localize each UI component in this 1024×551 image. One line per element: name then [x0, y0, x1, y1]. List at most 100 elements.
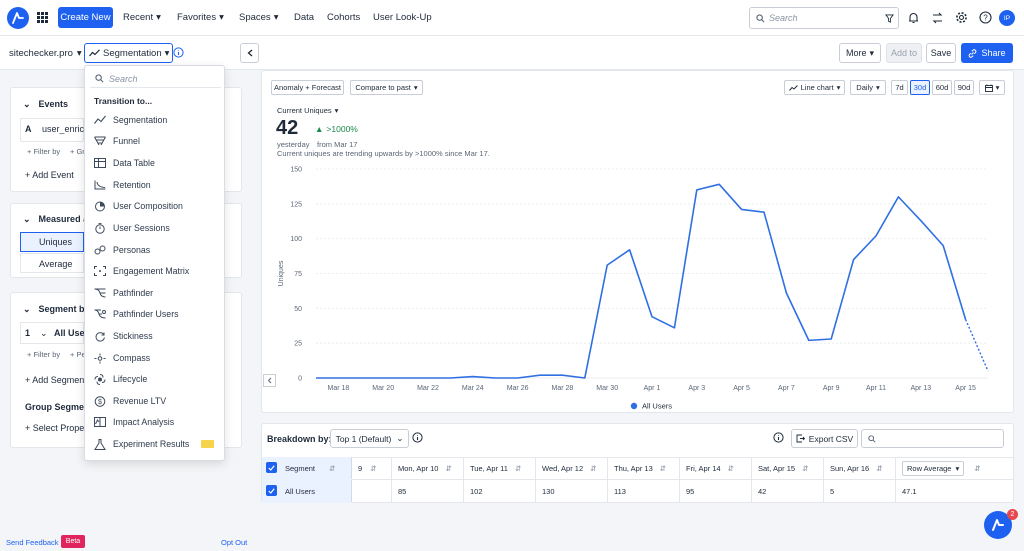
x-tick-label: Mar 30 — [596, 385, 618, 392]
amplitude-logo-icon[interactable] — [7, 7, 29, 29]
sort-icon: ⇵ — [802, 463, 809, 473]
column-header-apr-9[interactable]: 9 ⇵ — [352, 457, 392, 479]
search-icon — [756, 14, 765, 23]
cell-segment: All Users — [279, 480, 352, 502]
menu-item-impact-analysis[interactable]: Impact Analysis — [85, 412, 224, 432]
measure-uniques-option[interactable] — [20, 232, 84, 252]
breakdown-search-input[interactable] — [861, 429, 1004, 448]
metric-selector[interactable]: Current Uniques ▾ — [277, 106, 339, 115]
menu-item-revenue-ltv[interactable]: $ Revenue LTV — [85, 391, 224, 411]
breakdown-selector[interactable]: Top 1 (Default) ⌄ — [330, 429, 409, 448]
range-30d[interactable]: 30d — [910, 80, 930, 95]
compare-to-past-button[interactable]: Compare to past ▾ — [350, 80, 423, 95]
interval-selector[interactable]: Daily ▾ — [850, 80, 886, 95]
share-button[interactable]: Share — [961, 43, 1013, 63]
segment-by-header[interactable]: ⌄ Segment by — [23, 304, 90, 314]
info-icon[interactable] — [773, 432, 784, 443]
performed-link[interactable]: + Pe — [70, 350, 86, 359]
menu-item-personas[interactable]: Personas — [85, 240, 224, 260]
calendar-icon — [984, 84, 993, 92]
save-button[interactable]: Save — [926, 43, 956, 63]
segment-row[interactable] — [20, 322, 84, 344]
anomaly-forecast-button[interactable]: Anomaly + Forecast — [271, 80, 344, 95]
filter-by-link[interactable]: + Filter by — [27, 147, 61, 156]
menu-item-pathfinder-users[interactable]: Pathfinder Users — [85, 304, 224, 324]
select-property-link[interactable]: + Select Proper — [25, 423, 84, 433]
segment-filter-link[interactable]: + Filter by — [27, 350, 61, 359]
info-icon[interactable] — [173, 47, 184, 58]
select-all-checkbox[interactable] — [266, 462, 277, 473]
more-button[interactable]: More ▾ — [839, 43, 881, 63]
collapse-panel-button[interactable] — [240, 43, 259, 63]
chevron-down-icon: ▾ — [875, 83, 880, 92]
metric-change: ▲ >1000% — [315, 124, 358, 134]
export-csv-button[interactable]: Export CSV — [791, 429, 858, 448]
menu-item-lifecycle[interactable]: Lifecycle — [85, 369, 224, 389]
chevron-down-icon[interactable]: ⌄ — [40, 328, 48, 338]
menu-item-data-table[interactable]: Data Table — [85, 153, 224, 173]
event-name[interactable]: user_enrich — [42, 124, 84, 134]
add-segment-link[interactable]: + Add Segment — [25, 375, 84, 385]
column-header-segment[interactable]: Segment ⇵ — [279, 457, 352, 479]
nav-cohorts[interactable]: Cohorts — [327, 12, 361, 23]
column-header-apr-10[interactable]: Mon, Apr 10 ⇵ — [392, 457, 464, 479]
nav-favorites[interactable]: Favorites ▾ — [177, 12, 224, 23]
global-search-input[interactable]: Search — [749, 7, 899, 29]
bell-icon[interactable] — [908, 12, 919, 24]
legend-label: All Users — [642, 402, 672, 411]
nav-spaces[interactable]: Spaces ▾ — [239, 12, 279, 23]
measure-average-option[interactable] — [20, 253, 84, 273]
event-row[interactable] — [20, 118, 84, 142]
chart-kind-selector[interactable]: Line chart ▾ — [784, 80, 845, 95]
menu-item-compass[interactable]: Compass — [85, 348, 224, 368]
column-header-row-average[interactable]: Row Average ▾ ⇵ — [896, 457, 1013, 479]
avatar[interactable]: IP — [999, 10, 1015, 26]
menu-item-stickiness[interactable]: Stickiness — [85, 326, 224, 346]
menu-item-pathfinder[interactable]: Pathfinder — [85, 283, 224, 303]
opt-out-link[interactable]: Opt Out — [221, 538, 248, 547]
menu-item-user-composition[interactable]: User Composition — [85, 196, 224, 216]
info-icon[interactable] — [412, 432, 423, 443]
row-checkbox[interactable] — [266, 485, 277, 496]
switch-icon[interactable] — [932, 12, 943, 24]
column-header-apr-14[interactable]: Fri, Apr 14 ⇵ — [680, 457, 752, 479]
create-new-button[interactable]: Create New — [58, 7, 113, 28]
dropdown-search-input[interactable]: Search — [90, 69, 221, 88]
range-7d[interactable]: 7d — [891, 80, 908, 95]
chevron-down-icon: ⌄ — [23, 214, 31, 224]
column-header-apr-12[interactable]: Wed, Apr 12 ⇵ — [536, 457, 608, 479]
menu-item-segmentation[interactable]: Segmentation — [85, 110, 224, 130]
menu-item-engagement-matrix[interactable]: Engagement Matrix — [85, 261, 224, 281]
nav-data[interactable]: Data — [294, 12, 315, 23]
project-selector[interactable]: sitechecker.pro ▾ — [9, 48, 82, 59]
range-90d[interactable]: 90d — [954, 80, 974, 95]
divider — [262, 457, 1013, 458]
apps-grid-icon[interactable] — [37, 12, 48, 23]
nav-user-lookup[interactable]: User Look-Up — [373, 12, 432, 23]
send-feedback-link[interactable]: Send Feedback — [6, 538, 59, 547]
column-header-apr-11[interactable]: Tue, Apr 11 ⇵ — [464, 457, 536, 479]
date-picker-button[interactable]: ▾ — [979, 80, 1005, 95]
group-by-link[interactable]: + Gr — [70, 147, 85, 156]
cell-apr-11: 102 — [464, 480, 536, 502]
sort-icon: ⇵ — [370, 463, 377, 473]
segment-name[interactable]: All User — [54, 328, 84, 338]
add-event-link[interactable]: + Add Event — [25, 170, 74, 180]
nav-recent[interactable]: Recent ▾ — [123, 12, 161, 23]
column-header-apr-15[interactable]: Sat, Apr 15 ⇵ — [752, 457, 824, 479]
column-header-apr-16[interactable]: Sun, Apr 16 ⇵ — [824, 457, 896, 479]
range-60d[interactable]: 60d — [932, 80, 952, 95]
row-average-selector[interactable]: Row Average ▾ — [902, 460, 965, 476]
menu-item-funnel[interactable]: Funnel — [85, 131, 224, 151]
measured-as-header[interactable]: ⌄ Measured a — [23, 214, 89, 224]
column-header-apr-13[interactable]: Thu, Apr 13 ⇵ — [608, 457, 680, 479]
events-section-header[interactable]: ⌄ Events — [23, 99, 69, 109]
menu-item-experiment-results[interactable]: Experiment Results — [85, 434, 224, 454]
help-icon[interactable]: ? — [979, 11, 992, 24]
add-to-button[interactable]: Add to — [886, 43, 922, 63]
gear-icon[interactable] — [955, 11, 968, 24]
menu-item-retention[interactable]: Retention — [85, 175, 224, 195]
chart-type-selector[interactable]: Segmentation ▾ — [84, 43, 173, 63]
chart-scroll-left-button[interactable] — [263, 374, 276, 387]
menu-item-user-sessions[interactable]: User Sessions — [85, 218, 224, 238]
